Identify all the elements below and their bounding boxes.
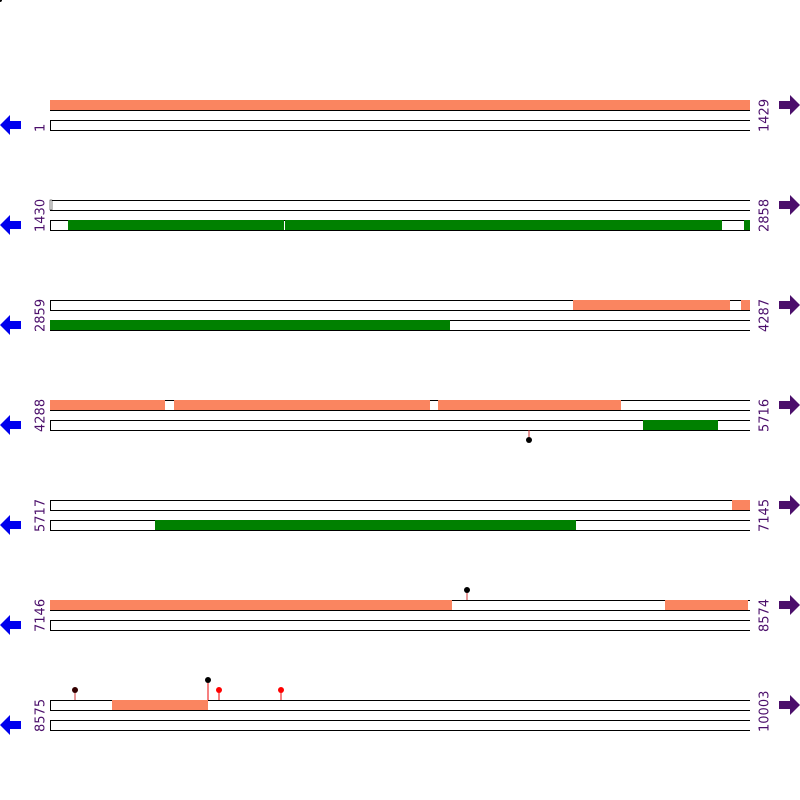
forward-arrow [779, 595, 800, 615]
lollipop-head [216, 687, 222, 693]
feature [50, 400, 165, 410]
forward-arrow [779, 495, 800, 515]
features [49, 100, 750, 710]
lollipop-head [72, 687, 78, 693]
feature [744, 220, 750, 230]
row-start: 1 [34, 124, 49, 132]
reverse-arrow [0, 715, 21, 735]
row-end: 7145 [758, 499, 773, 532]
lollipop-head [278, 687, 284, 693]
reverse-arrow [0, 415, 21, 435]
lollipop-head [526, 437, 532, 443]
feature [741, 300, 750, 310]
feature [68, 220, 284, 230]
feature [155, 520, 576, 530]
lollipops [72, 430, 532, 700]
feature [50, 320, 450, 330]
lollipop-head [205, 677, 211, 683]
row-end: 8574 [758, 599, 773, 632]
row-end: 10003 [758, 691, 773, 732]
feature [573, 300, 730, 310]
corner-dot [0, 0, 2, 2]
forward-arrow [779, 95, 800, 115]
reverse-arrow [0, 215, 21, 235]
feature [438, 400, 621, 410]
lollipop-head [464, 587, 470, 593]
tracks [50, 100, 750, 731]
row-end: 5716 [758, 399, 773, 432]
reverse-arrow [0, 115, 21, 135]
forward-arrow [779, 695, 800, 715]
row-end: 1429 [758, 99, 773, 132]
feature [643, 420, 718, 430]
labels: 1 1429 1430 2858 2859 4287 4288 5716 5717 7145 714… [0, 95, 800, 735]
row-start: 8575 [34, 699, 49, 732]
feature [112, 700, 208, 710]
feature [174, 400, 430, 410]
forward-arrow [779, 195, 800, 215]
feature [50, 100, 750, 110]
feature [665, 600, 748, 610]
reverse-arrow [0, 315, 21, 335]
row-start: 1430 [34, 199, 49, 232]
row-start: 4288 [34, 399, 49, 432]
row-end: 4287 [758, 299, 773, 332]
row-start: 2859 [34, 299, 49, 332]
feature [49, 199, 53, 211]
reverse-arrow [0, 615, 21, 635]
row-start: 5717 [34, 499, 49, 532]
feature [50, 600, 452, 610]
feature [285, 220, 722, 230]
feature [732, 500, 750, 510]
row-end: 2858 [758, 199, 773, 232]
forward-arrow [779, 395, 800, 415]
forward-arrow [779, 295, 800, 315]
reverse-arrow [0, 515, 21, 535]
row-start: 7146 [34, 599, 49, 632]
